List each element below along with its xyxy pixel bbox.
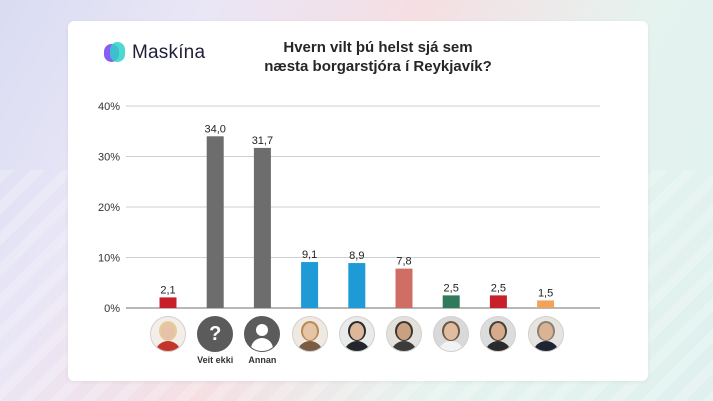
question-mark-icon: ? xyxy=(197,316,234,352)
face xyxy=(302,323,317,340)
person-photo-icon xyxy=(527,316,564,352)
person-photo-icon xyxy=(338,316,375,352)
chart-title-line-1: Hvern vilt þú helst sjá sem xyxy=(283,39,473,56)
chart-title: Hvern vilt þú helst sjá sem næsta borgar… xyxy=(228,38,528,76)
face xyxy=(161,323,175,340)
bar-chart: 0% 10% 20% 30% 40% 2,1 34,0 31,7 9,1 8,9 7,8 2,5 2,5… xyxy=(98,101,600,315)
bar xyxy=(348,263,366,308)
data-label: 2,1 xyxy=(160,284,175,296)
person-photo-icon xyxy=(386,316,422,352)
bar xyxy=(301,262,319,308)
bar xyxy=(206,136,224,308)
shoulders xyxy=(485,341,512,351)
silhouette-shoulders xyxy=(251,338,274,351)
data-label: 2,5 xyxy=(444,282,459,294)
maskina-logo-icon xyxy=(104,42,126,64)
face xyxy=(538,323,553,340)
data-label: 2,5 xyxy=(491,282,506,294)
shoulders xyxy=(438,341,465,351)
question-glyph: ? xyxy=(209,323,222,345)
data-label: 1,5 xyxy=(538,287,553,299)
bar xyxy=(442,295,460,308)
bar xyxy=(537,300,555,308)
category-label: Annan xyxy=(248,355,277,365)
y-tick-label: 20% xyxy=(98,202,120,214)
person-photo-icon xyxy=(150,316,186,352)
person-photo-icon xyxy=(291,316,328,352)
shoulders xyxy=(391,341,417,351)
person-silhouette-icon xyxy=(244,316,281,352)
data-label: 31,7 xyxy=(252,135,273,147)
silhouette-head xyxy=(256,324,269,336)
face xyxy=(397,323,411,340)
shoulders xyxy=(155,341,181,351)
shoulders xyxy=(296,341,323,351)
data-label: 7,8 xyxy=(396,256,411,268)
y-tick-label: 40% xyxy=(98,101,120,113)
data-label: 8,9 xyxy=(349,250,364,262)
chart-card: Maskína Hvern vilt þú helst sjá sem næst… xyxy=(68,21,648,381)
face xyxy=(444,323,459,340)
bar xyxy=(395,268,413,308)
person-photo-icon xyxy=(433,316,470,352)
person-photo-icon xyxy=(480,316,517,352)
shoulders xyxy=(532,341,559,351)
bar xyxy=(159,297,177,308)
bar xyxy=(489,295,507,308)
y-tick-label: 10% xyxy=(98,253,120,265)
data-label: 9,1 xyxy=(302,249,317,261)
bar xyxy=(253,147,271,308)
face xyxy=(349,323,364,340)
brand-name: Maskína xyxy=(132,42,206,63)
y-tick-label: 30% xyxy=(98,152,120,164)
chart-title-line-2: næsta borgarstjóra í Reykjavík? xyxy=(264,58,492,75)
y-tick-label: 0% xyxy=(104,303,120,315)
category-label: Veit ekki xyxy=(197,355,234,365)
maskina-logo: Maskína xyxy=(104,42,205,64)
data-label: 34,0 xyxy=(204,123,225,135)
shoulders xyxy=(343,341,370,351)
face xyxy=(491,323,506,340)
